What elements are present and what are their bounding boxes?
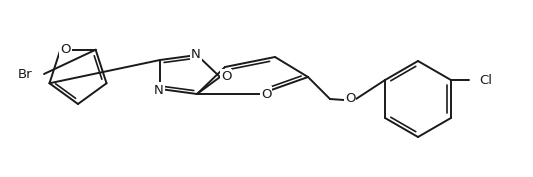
Text: Cl: Cl	[479, 73, 492, 87]
Text: O: O	[221, 70, 231, 84]
Text: O: O	[60, 43, 70, 56]
Text: Br: Br	[18, 67, 32, 81]
Text: O: O	[345, 93, 356, 105]
Text: N: N	[154, 84, 164, 96]
Text: N: N	[191, 47, 201, 61]
Text: O: O	[261, 87, 271, 101]
